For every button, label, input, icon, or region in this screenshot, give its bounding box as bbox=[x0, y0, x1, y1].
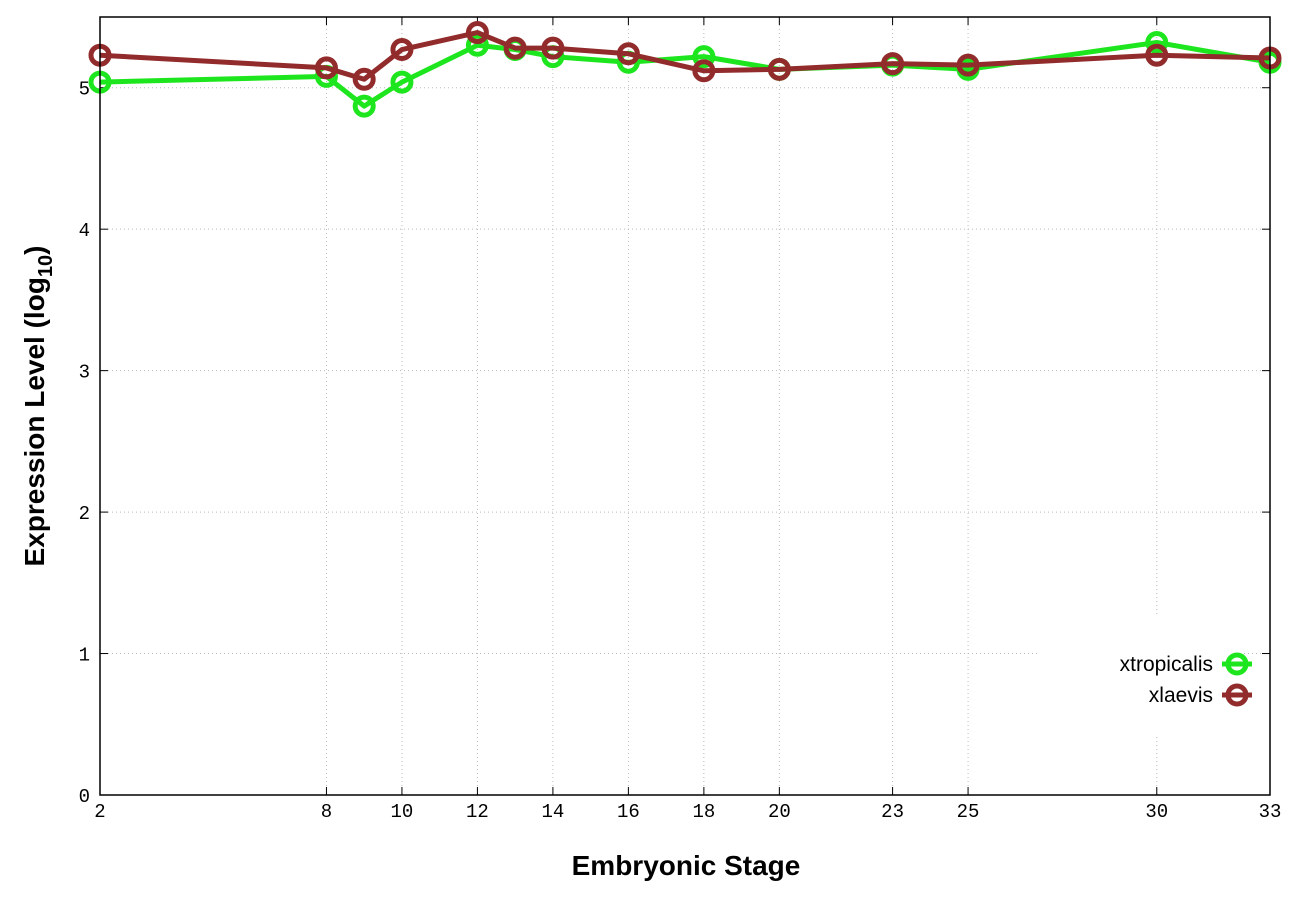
data-point bbox=[616, 42, 640, 66]
x-axis-label: Embryonic Stage bbox=[572, 850, 801, 881]
data-point bbox=[390, 70, 414, 94]
legend-marker bbox=[1225, 652, 1249, 676]
data-point bbox=[465, 21, 489, 45]
y-tick-label: 4 bbox=[79, 220, 90, 242]
y-tick-label: 2 bbox=[79, 503, 90, 525]
y-tick-label: 3 bbox=[79, 362, 90, 384]
legend-label: xtropicalis bbox=[1120, 653, 1213, 676]
y-label-main: Expression Level (log bbox=[19, 277, 50, 566]
data-point bbox=[314, 56, 338, 80]
x-tick-label: 12 bbox=[466, 801, 489, 823]
x-tick-label: 23 bbox=[881, 801, 904, 823]
data-point bbox=[1145, 30, 1169, 54]
legend-label: xlaevis bbox=[1149, 684, 1213, 707]
data-point bbox=[465, 33, 489, 57]
x-tick-label: 30 bbox=[1145, 801, 1168, 823]
legend-marker bbox=[1225, 683, 1249, 707]
x-tick-label: 16 bbox=[617, 801, 640, 823]
y-tick-label: 1 bbox=[79, 645, 90, 667]
data-point bbox=[881, 52, 905, 76]
x-tick-label: 10 bbox=[391, 801, 414, 823]
data-point bbox=[503, 36, 527, 60]
x-tick-label: 20 bbox=[768, 801, 791, 823]
data-point bbox=[390, 38, 414, 62]
y-tick-label: 0 bbox=[79, 786, 90, 808]
data-point bbox=[541, 36, 565, 60]
data-point bbox=[352, 67, 376, 91]
plot bbox=[88, 21, 1282, 118]
y-tick-label: 5 bbox=[79, 79, 90, 101]
x-tick-label: 2 bbox=[94, 801, 105, 823]
y-axis-label: Expression Level (log10) bbox=[19, 246, 57, 567]
data-point bbox=[692, 45, 716, 69]
x-tick-label: 14 bbox=[541, 801, 564, 823]
x-tick-label: 8 bbox=[321, 801, 332, 823]
y-label-sub: 10 bbox=[35, 255, 57, 277]
plot-frame bbox=[99, 16, 1271, 796]
y-label-end: ) bbox=[19, 246, 50, 255]
x-tick-label: 25 bbox=[957, 801, 980, 823]
x-tick-label: 18 bbox=[692, 801, 715, 823]
data-point bbox=[956, 53, 980, 77]
data-point bbox=[352, 94, 376, 118]
x-tick-label: 33 bbox=[1259, 801, 1282, 823]
legend-box bbox=[1040, 614, 1238, 736]
data-point bbox=[1145, 43, 1169, 67]
data-point bbox=[692, 59, 716, 83]
data-point bbox=[767, 57, 791, 81]
